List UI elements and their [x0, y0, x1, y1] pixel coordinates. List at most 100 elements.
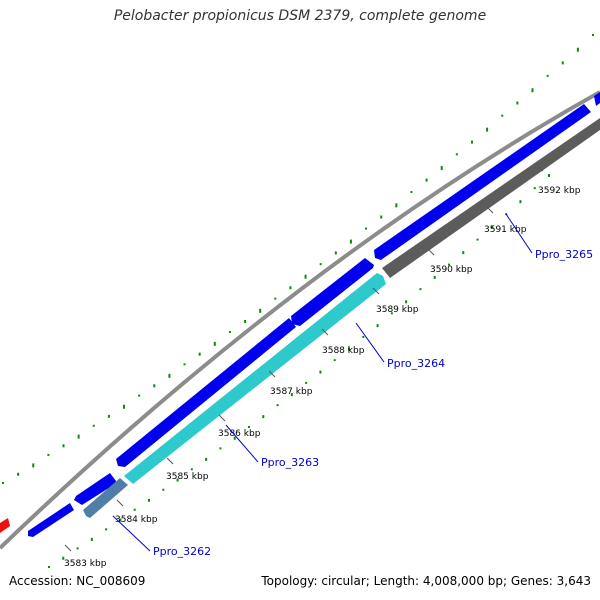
gc-dot — [476, 238, 479, 241]
scale-tick-label: 3583 kbp — [64, 559, 107, 569]
gc-dot — [533, 187, 536, 190]
gc-dot — [2, 482, 4, 484]
gene-label[interactable]: Ppro_3263 — [261, 456, 319, 469]
red-gene-arrow[interactable] — [0, 518, 10, 533]
map-title: Pelobacter propionicus DSM 2379, complet… — [113, 8, 487, 24]
gc-dot — [349, 239, 352, 244]
scale-tick-label: 3590 kbp — [430, 265, 473, 275]
gc-dot — [440, 166, 443, 171]
scale-tick — [536, 164, 544, 172]
forward-gene-arrow[interactable] — [74, 473, 116, 505]
gc-dot — [319, 263, 322, 266]
forward-gene-arrow[interactable] — [291, 258, 374, 326]
gc-dot — [305, 381, 308, 384]
gc-dot — [219, 447, 222, 450]
scale-tick-label: 3587 kbp — [270, 387, 313, 397]
gc-dot — [32, 463, 35, 468]
forward-gene-arrow[interactable] — [374, 104, 591, 260]
gc-dot — [319, 370, 322, 374]
gc-dot — [198, 352, 201, 356]
gc-dot — [289, 286, 292, 290]
gc-dot — [531, 88, 534, 93]
forward-gene-arrow[interactable] — [594, 92, 600, 106]
scale-tick-label: 3586 kbp — [218, 429, 261, 439]
gc-dot — [105, 528, 108, 531]
gc-dot — [133, 508, 136, 511]
gc-dot — [576, 47, 579, 52]
gc-dot — [433, 275, 436, 279]
gene-label[interactable]: Ppro_3264 — [387, 357, 445, 370]
gc-dot — [455, 153, 458, 156]
gc-dot — [205, 457, 208, 461]
gene-label[interactable]: Ppro_3262 — [153, 545, 211, 558]
gc-dot — [259, 308, 262, 313]
gc-dot — [76, 547, 79, 550]
gc-dot — [47, 453, 50, 456]
forward-gene-arrow[interactable] — [116, 318, 296, 467]
gc-inner-track — [48, 174, 550, 568]
gene-label[interactable]: Ppro_3265 — [535, 248, 593, 261]
gc-dot — [276, 404, 279, 407]
gc-dot — [410, 191, 413, 194]
gc-dot — [395, 203, 398, 208]
gc-outer-track — [2, 34, 594, 484]
gene-leader-line — [112, 515, 151, 552]
gc-dot — [190, 468, 193, 471]
scale-tick — [321, 328, 329, 336]
reverse-gene-arrow-ppro-3264[interactable] — [382, 118, 600, 278]
gene-leader-line — [505, 213, 533, 254]
gc-dot — [548, 174, 550, 177]
gc-dot — [244, 319, 247, 323]
gc-dot — [592, 34, 594, 36]
gc-dot — [448, 263, 450, 266]
scale-axis: 3583 kbp 3584 kbp 3585 kbp 3586 kbp 3587 kbp… — [64, 164, 581, 569]
scale-tick — [218, 414, 226, 422]
gc-dot — [462, 251, 465, 255]
gc-dot — [77, 434, 80, 439]
gc-dot — [48, 566, 50, 568]
reverse-gene-arrow-ppro-3263[interactable] — [124, 273, 386, 484]
gc-dot — [233, 436, 236, 440]
gc-dot — [148, 498, 150, 502]
gc-dot — [561, 61, 564, 65]
scale-tick — [268, 370, 276, 378]
gc-dot — [183, 363, 186, 366]
gc-dot — [62, 444, 65, 448]
gc-dot — [62, 556, 65, 560]
scale-tick-label: 3588 kbp — [322, 346, 365, 356]
gc-dot — [380, 215, 383, 219]
scale-tick-label: 3592 kbp — [538, 186, 581, 196]
gc-dot — [425, 178, 428, 182]
gc-dot — [334, 251, 337, 255]
gene-leader-line — [355, 322, 385, 363]
gc-dot — [304, 274, 307, 279]
scale-tick — [486, 206, 494, 214]
scale-tick — [64, 544, 72, 552]
gc-dot — [274, 297, 277, 300]
scale-tick-label: 3591 kbp — [484, 225, 527, 235]
gc-dot — [516, 101, 519, 105]
topology-text: Topology: circular; Length: 4,008,000 bp… — [261, 574, 591, 588]
gc-dot — [153, 384, 156, 388]
gc-dot — [519, 200, 522, 204]
gc-dot — [290, 393, 293, 397]
gc-dot — [168, 373, 171, 378]
gc-dot — [405, 300, 408, 304]
gc-dot — [365, 227, 368, 230]
gc-dot — [362, 335, 365, 338]
scale-tick — [372, 287, 380, 295]
gc-dot — [501, 114, 504, 117]
gene-label-layer: Ppro_3262 Ppro_3263 Ppro_3264 Ppro_3265 — [112, 213, 593, 558]
scale-tick — [116, 499, 124, 507]
accession-text: Accession: NC_008609 — [9, 574, 146, 588]
gc-dot — [107, 414, 110, 418]
gc-dot — [376, 324, 379, 328]
gc-dot — [176, 478, 179, 482]
gc-dot — [213, 341, 216, 346]
reverse-gene-arrow-ppro-3262[interactable] — [83, 478, 128, 518]
gc-dot — [348, 347, 350, 351]
forward-gene-arrow[interactable] — [28, 503, 74, 537]
gc-dot — [248, 426, 250, 428]
